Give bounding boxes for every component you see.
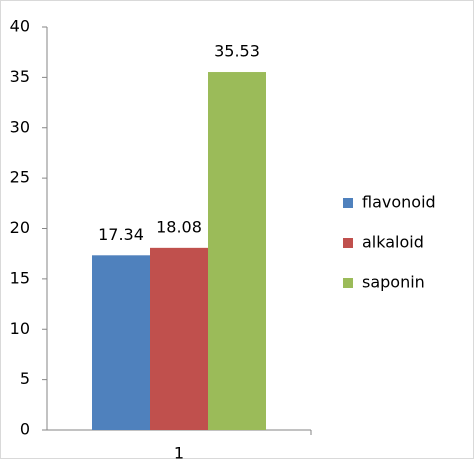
bar	[92, 255, 150, 430]
bar	[208, 72, 266, 430]
y-tick-label: 20	[10, 218, 30, 237]
legend-swatch	[343, 198, 353, 208]
legend-label: flavonoid	[362, 193, 436, 212]
legend-label: saponin	[362, 273, 425, 292]
bar	[150, 247, 208, 430]
data-label: 17.34	[98, 225, 144, 244]
y-tick-label: 25	[10, 168, 30, 187]
y-tick-label: 0	[20, 420, 30, 439]
legend-swatch	[343, 278, 353, 288]
data-label: 35.53	[214, 42, 260, 61]
data-label: 18.08	[156, 217, 202, 236]
legend-label: alkaloid	[362, 233, 424, 252]
y-tick-label: 10	[10, 319, 30, 338]
y-tick-label: 5	[20, 369, 30, 388]
x-tick-label: 1	[174, 444, 184, 459]
y-tick-label: 15	[10, 268, 30, 287]
y-tick-label: 30	[10, 117, 30, 136]
y-tick-label: 40	[10, 17, 30, 36]
legend-swatch	[343, 238, 353, 248]
y-tick-label: 35	[10, 67, 30, 86]
